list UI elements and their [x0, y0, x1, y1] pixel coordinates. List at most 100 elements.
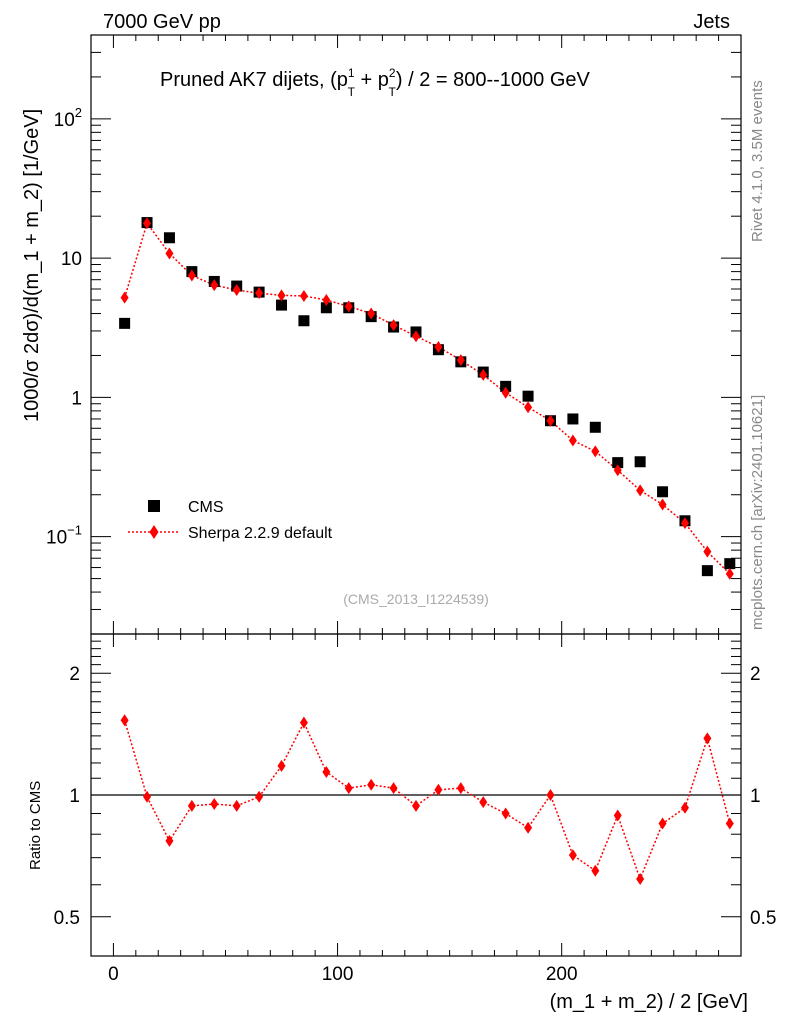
sherpa-point-15	[456, 354, 465, 367]
ratio-point-8	[299, 716, 308, 729]
ratio-point-20	[568, 849, 577, 862]
cms-point-20	[567, 413, 579, 425]
sherpa-point-0	[120, 291, 129, 304]
title-part-2: + p	[355, 69, 389, 91]
sherpa-point-23	[636, 484, 645, 497]
ratio-point-13	[412, 799, 420, 812]
ratio-line	[123, 720, 731, 882]
x-axis-label: (m_1 + m_2) / 2 [GeV]	[550, 991, 748, 1013]
sherpa-point-8	[299, 289, 308, 302]
ratio-point-11	[367, 778, 376, 791]
ratio-point-14	[434, 783, 443, 796]
sherpa-point-21	[591, 445, 600, 458]
sherpa-point-13	[412, 330, 420, 343]
sherpa-point-1	[143, 217, 152, 230]
sherpa-point-16	[479, 368, 488, 381]
main-y-tick-base-1: 1	[71, 388, 82, 409]
ratio-point-18	[524, 821, 533, 834]
ratio-point-21	[591, 864, 600, 877]
header-energy: 7000 GeV pp	[103, 11, 221, 33]
legend: CMS Sherpa 2.2.9 default	[128, 499, 333, 542]
title-part-1: Pruned AK7 dijets, (p	[160, 69, 348, 91]
sherpa-point-10	[344, 300, 353, 313]
ratio-point-0	[120, 714, 129, 727]
main-y-tick-label-1: 1	[71, 388, 82, 409]
title-sup-1: 1	[348, 66, 355, 80]
ratio-y-axis-label: Ratio to CMS	[27, 781, 44, 870]
ratio-y-tick-label-left-2: 2	[69, 664, 80, 685]
sherpa-point-4	[210, 279, 219, 292]
sherpa-point-2	[165, 247, 174, 260]
x-tick-label-1: 100	[322, 964, 354, 985]
ratio-point-7	[277, 759, 286, 772]
ratio-point-15	[456, 782, 465, 795]
cms-point-0	[119, 317, 131, 329]
sherpa-point-14	[434, 341, 443, 354]
main-y-tick-base-3: 10	[54, 110, 75, 131]
ratio-y-tick-label-right-0: 0.5	[750, 908, 776, 929]
main-y-axis-label: 1000/σ 2dσ)/d(m_1 + m_2) [1/GeV]	[21, 109, 43, 422]
ratio-y-tick-label-left-0: 0.5	[54, 908, 80, 929]
ratio-point-27	[725, 817, 734, 830]
main-y-tick-exp-0: −1	[67, 523, 82, 538]
cms-point-21	[589, 421, 601, 433]
legend-label-sherpa: Sherpa 2.2.9 default	[188, 525, 333, 542]
title-sub-T1: T	[348, 85, 356, 99]
ratio-point-26	[703, 732, 712, 745]
ratio-point-6	[255, 790, 264, 803]
ratio-point-2	[165, 834, 174, 847]
sherpa-point-7	[277, 289, 286, 302]
title-sub-T2: T	[389, 85, 397, 99]
ratio-point-9	[322, 765, 331, 778]
cms-point-8	[298, 315, 310, 327]
cms-point-7	[276, 299, 288, 311]
main-y-tick-label-2: 10	[61, 249, 82, 270]
sherpa-point-6	[255, 287, 264, 300]
x-tick-label-2: 200	[546, 964, 578, 985]
rivet-info: Rivet 4.1.0, 3.5M events	[749, 80, 766, 242]
data-layer	[119, 217, 736, 885]
cms-point-2	[163, 232, 175, 244]
sherpa-point-20	[568, 434, 577, 447]
analysis-watermark: (CMS_2013_I1224539)	[343, 591, 489, 607]
legend-marker-sherpa	[149, 525, 159, 539]
title-sup-2: 2	[389, 66, 396, 80]
main-y-tick-exp-3: 2	[75, 105, 82, 120]
ratio-y-tick-label-right-2: 2	[750, 664, 761, 685]
sherpa-point-26	[703, 545, 712, 558]
x-tick-label-0: 0	[108, 964, 119, 985]
ratio-point-3	[187, 799, 196, 812]
header-category: Jets	[693, 11, 730, 33]
cms-point-22	[612, 457, 624, 469]
cms-point-9	[320, 302, 332, 314]
sherpa-point-18	[524, 401, 533, 414]
mcplots-info: mcplots.cern.ch [arXiv:2401.10621]	[749, 395, 766, 630]
ratio-y-tick-label-right-1: 1	[750, 786, 761, 807]
main-y-tick-base-2: 10	[61, 249, 82, 270]
main-y-tick-base-0: 10	[46, 528, 67, 549]
main-y-tick-label-3: 102	[54, 105, 82, 131]
sherpa-point-24	[658, 498, 667, 511]
sherpa-point-12	[389, 319, 398, 332]
ratio-point-19	[546, 789, 555, 801]
sherpa-point-22	[613, 464, 622, 477]
cms-point-24	[657, 486, 669, 498]
ratio-point-10	[344, 782, 353, 795]
chart-title: Pruned AK7 dijets, (p1 T + p2 T) / 2 = 800…	[160, 66, 591, 99]
ratio-point-4	[210, 798, 219, 811]
sherpa-point-9	[322, 294, 331, 307]
ratio-point-1	[143, 790, 152, 803]
sherpa-point-19	[546, 414, 555, 427]
cms-point-17	[500, 380, 512, 392]
title-part-3: ) / 2 = 800--1000 GeV	[396, 69, 591, 91]
cms-point-18	[522, 390, 534, 402]
cms-point-27	[724, 558, 736, 570]
ratio-point-22	[613, 809, 622, 822]
ratio-y-tick-label-left-1: 1	[69, 786, 80, 807]
cms-point-26	[701, 565, 713, 577]
ratio-point-5	[232, 799, 241, 812]
ratio-point-23	[636, 872, 645, 885]
sherpa-point-3	[187, 269, 196, 282]
